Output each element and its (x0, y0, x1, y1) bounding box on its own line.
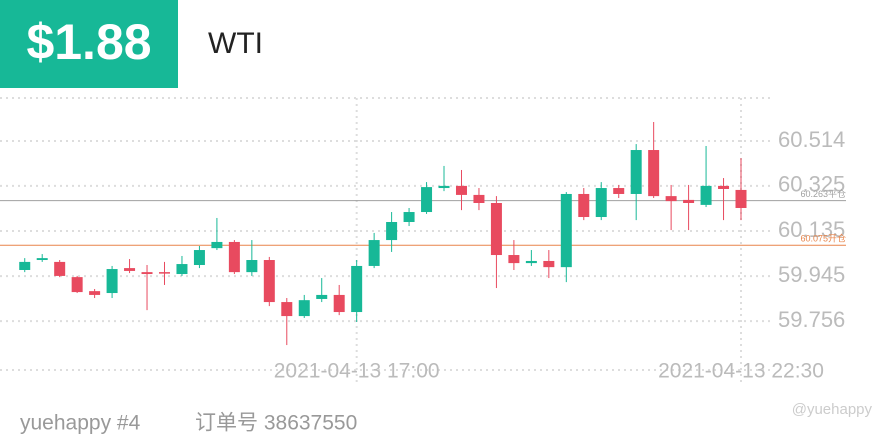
candle-body (421, 187, 433, 213)
y-tick-label: 60.514 (778, 127, 845, 152)
candle-body (490, 202, 502, 256)
candle-body (508, 255, 520, 264)
candle-body (36, 258, 48, 261)
y-tick-label: 60.325 (778, 172, 845, 197)
candle-body (333, 294, 345, 313)
candle-body (106, 269, 118, 294)
candle-body (438, 185, 450, 189)
candle-body (54, 261, 66, 276)
order-number: 订单号 38637550 (195, 412, 357, 435)
candle-body (595, 188, 607, 218)
candle-body (700, 185, 712, 205)
candle-body (735, 189, 747, 208)
candle-body (246, 260, 258, 273)
candle-body (89, 291, 101, 295)
user: yuehappy #4 (20, 412, 141, 435)
candle-body (455, 185, 467, 195)
candle-body (193, 250, 205, 266)
candle-body (19, 261, 31, 270)
symbol: WTI (208, 27, 263, 60)
price: $1.88 (26, 14, 151, 70)
reference-label: 60.263平仓 (800, 188, 846, 199)
candle-body (298, 300, 310, 317)
candle-body (543, 260, 555, 268)
candle-body (525, 260, 537, 264)
candle-body (316, 294, 328, 299)
candle-body (386, 222, 398, 241)
candle-body (351, 265, 363, 313)
y-tick-label: 59.756 (778, 307, 845, 332)
x-tick-label: 2021-04-13 22:30 (658, 360, 824, 383)
candle-body (683, 199, 695, 203)
watermark: @yuehappy (792, 401, 873, 418)
candle-body (403, 212, 415, 223)
candle-body (613, 188, 625, 194)
candle-body (473, 194, 485, 203)
candle-body (176, 264, 188, 275)
candle-body (158, 272, 170, 274)
candle-body (648, 150, 660, 197)
price-badge (0, 0, 178, 88)
candle-body (263, 260, 275, 303)
candle-body (228, 241, 240, 273)
candle-body (665, 196, 677, 202)
candle-body (368, 240, 380, 266)
candle-body (71, 277, 83, 293)
candle-body (211, 241, 223, 249)
y-tick-label: 60.135 (778, 217, 845, 242)
x-tick-label: 2021-04-13 17:00 (274, 360, 440, 383)
candle-body (630, 150, 642, 194)
candle-body (718, 185, 730, 189)
candle-body (124, 268, 136, 271)
candle-body (560, 193, 572, 268)
candle-body (281, 302, 293, 317)
reference-label: 60.075开仓 (800, 233, 846, 244)
candle-body (578, 193, 590, 218)
candle-body (141, 272, 153, 275)
y-tick-label: 59.945 (778, 262, 845, 287)
